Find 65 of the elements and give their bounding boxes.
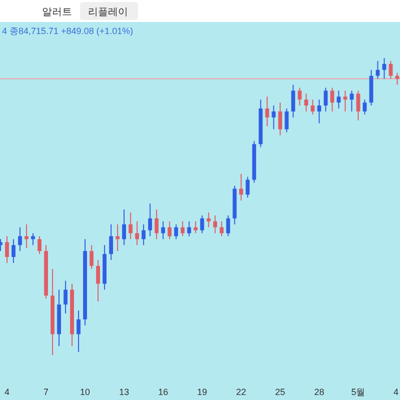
candlestick: [128, 212, 133, 240]
candlestick: [24, 224, 28, 249]
candlestick: [310, 99, 315, 115]
x-tick-label: 28: [314, 387, 324, 397]
candlestick: [343, 90, 348, 112]
candlestick: [142, 224, 146, 246]
candlestick: [239, 173, 244, 202]
candlestick: [304, 93, 308, 112]
candlestick: [213, 214, 218, 234]
candlestick: [382, 58, 386, 80]
candlestick: [96, 259, 100, 302]
chart-subtitle: 4 종84,715.71 +849.08 (+1.01%): [2, 26, 134, 36]
candlestick: [388, 60, 393, 80]
candlestick: [226, 214, 230, 237]
candlestick: [376, 60, 380, 80]
candlestick: [284, 108, 289, 133]
candlestick: [116, 224, 120, 252]
candlestick: [76, 310, 80, 353]
candlestick: [362, 99, 367, 115]
x-tick-label: 4: [393, 387, 399, 397]
candlestick: [135, 220, 140, 246]
candlestick: [200, 214, 204, 234]
x-tick-label: 16: [158, 387, 168, 397]
candlestick: [220, 220, 224, 237]
x-tick-label: 10: [80, 387, 90, 397]
x-tick-label: 5월: [351, 387, 366, 397]
text: 알러트: [42, 7, 72, 18]
text: 리플레이: [88, 7, 128, 18]
candlestick: [395, 72, 400, 86]
candlestick: [278, 102, 282, 136]
x-tick-label: 7: [44, 387, 49, 397]
candlestick: [194, 220, 198, 234]
candlestick: [38, 236, 42, 255]
candlestick: [174, 224, 178, 240]
candlestick: [90, 244, 94, 270]
candlestick: [109, 224, 114, 260]
candlestick: [5, 236, 9, 264]
candlestick: [18, 226, 22, 252]
candlestick: [317, 99, 322, 124]
candlestick: [206, 212, 211, 228]
candlestick: [64, 280, 68, 314]
candlestick: [180, 220, 185, 237]
candlestick: [187, 220, 192, 237]
candlestick: [298, 87, 302, 106]
candlestick: [31, 232, 35, 246]
x-tick-label: 25: [275, 387, 286, 397]
candlestick: [330, 87, 334, 112]
candlestick: [154, 208, 159, 240]
x-tick-label: 13: [119, 387, 130, 397]
x-tick-label: 19: [197, 387, 208, 397]
candlestick: [161, 220, 166, 240]
candlestick: [168, 220, 172, 240]
candlestick: [122, 208, 126, 246]
x-tick-label: 4: [4, 387, 10, 397]
candlestick: [148, 203, 152, 237]
candlestick: [12, 238, 16, 264]
candlestick: [246, 176, 250, 198]
candlestick: [272, 105, 276, 130]
candlestick: [324, 87, 328, 112]
candlestick: [356, 90, 360, 121]
candlestick: [265, 96, 270, 127]
candlestick: [350, 90, 354, 112]
candlestick: [291, 84, 296, 118]
candlestick: [336, 90, 341, 109]
x-tick-label: 22: [236, 387, 246, 397]
